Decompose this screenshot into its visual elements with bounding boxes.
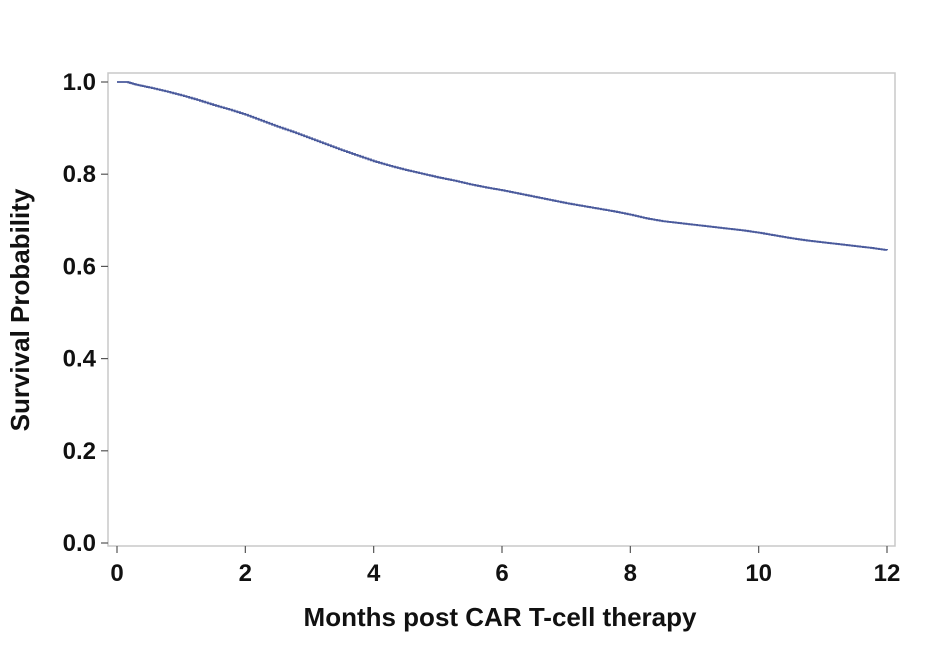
plot-frame <box>107 72 896 547</box>
y-tick-label: 0.6 <box>63 253 96 280</box>
survival-curve <box>117 81 888 251</box>
x-tick-label: 0 <box>110 560 123 587</box>
x-tick-label: 10 <box>745 560 772 587</box>
y-tick-label: 1.0 <box>63 69 96 96</box>
y-tick-label: 0.4 <box>63 346 97 373</box>
x-tick-label: 4 <box>367 560 381 587</box>
x-tick-label: 12 <box>874 560 901 587</box>
y-axis-ticks: 0.0 0.2 0.4 0.6 0.8 1.0 <box>63 69 108 557</box>
y-tick-label: 0.0 <box>63 530 96 557</box>
x-axis-ticks: 0 2 4 6 8 10 12 <box>110 546 900 587</box>
x-tick-label: 2 <box>239 560 252 587</box>
x-tick-label: 6 <box>495 560 508 587</box>
y-tick-label: 0.8 <box>63 161 96 188</box>
y-axis-title: Survival Probability <box>5 188 35 431</box>
y-tick-label: 0.2 <box>63 438 96 465</box>
x-tick-label: 8 <box>624 560 637 587</box>
x-axis-title: Months post CAR T-cell therapy <box>304 602 697 632</box>
